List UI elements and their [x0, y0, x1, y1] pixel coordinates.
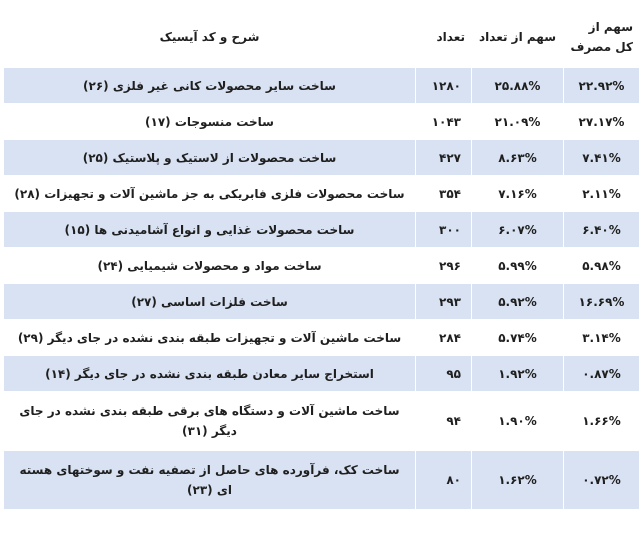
cell-share-count: ۵.۷۴% — [471, 319, 564, 356]
cell-description: ساخت محصولات غذایی و انواع آشامیدنی ها (… — [3, 211, 416, 248]
cell-count: ۴۲۷ — [415, 139, 472, 176]
table-row: ۱.۶۶% ۱.۹۰% ۹۴ ساخت ماشین آلات و دستگاه … — [3, 391, 640, 451]
cell-description: ساخت ماشین آلات و تجهیزات طبقه بندی نشده… — [3, 319, 416, 356]
cell-share-total: ۲.۱۱% — [563, 175, 640, 212]
cell-count: ۲۹۶ — [415, 247, 472, 284]
table-row: ۲۲.۹۲% ۲۵.۸۸% ۱۲۸۰ ساخت سایر محصولات کان… — [3, 67, 640, 104]
cell-description: ساخت فلزات اساسی (۲۷) — [3, 283, 416, 320]
table-row: ۰.۷۲% ۱.۶۲% ۸۰ ساخت کک، فرآورده های حاصل… — [3, 450, 640, 510]
cell-share-count: ۸.۶۳% — [471, 139, 564, 176]
table-row: ۶.۴۰% ۶.۰۷% ۳۰۰ ساخت محصولات غذایی و انو… — [3, 211, 640, 248]
cell-share-count: ۱.۶۲% — [471, 450, 564, 510]
header-share-total: سهم از کل مصرف — [563, 0, 640, 68]
cell-description: ساخت محصولات از لاستیک و پلاستیک (۲۵) — [3, 139, 416, 176]
cell-count: ۱۲۸۰ — [415, 67, 472, 104]
cell-share-total: ۲۲.۹۲% — [563, 67, 640, 104]
table-row: ۱۶.۶۹% ۵.۹۲% ۲۹۳ ساخت فلزات اساسی (۲۷) — [3, 283, 640, 320]
cell-share-count: ۱.۹۰% — [471, 391, 564, 451]
cell-count: ۸۰ — [415, 450, 472, 510]
table-row: ۷.۴۱% ۸.۶۳% ۴۲۷ ساخت محصولات از لاستیک و… — [3, 139, 640, 176]
cell-share-total: ۱.۶۶% — [563, 391, 640, 451]
cell-share-total: ۰.۷۲% — [563, 450, 640, 510]
cell-count: ۳۰۰ — [415, 211, 472, 248]
cell-share-total: ۵.۹۸% — [563, 247, 640, 284]
header-description: شرح و کد آیسیک — [3, 0, 416, 68]
cell-description: ساخت منسوجات (۱۷) — [3, 103, 416, 140]
cell-count: ۱۰۴۳ — [415, 103, 472, 140]
cell-share-count: ۵.۹۹% — [471, 247, 564, 284]
header-share-count: سهم از تعداد — [471, 0, 564, 68]
isic-table: سهم از کل مصرف سهم از تعداد تعداد شرح و … — [3, 0, 640, 510]
cell-count: ۹۵ — [415, 355, 472, 392]
cell-share-total: ۱۶.۶۹% — [563, 283, 640, 320]
cell-share-total: ۳.۱۴% — [563, 319, 640, 356]
cell-description: ساخت کک، فرآورده های حاصل از تصفیه نفت و… — [3, 450, 416, 510]
cell-share-count: ۲۱.۰۹% — [471, 103, 564, 140]
cell-count: ۲۸۴ — [415, 319, 472, 356]
cell-share-total: ۶.۴۰% — [563, 211, 640, 248]
header-count: تعداد — [415, 0, 472, 68]
cell-share-total: ۰.۸۷% — [563, 355, 640, 392]
cell-count: ۲۹۳ — [415, 283, 472, 320]
cell-share-total: ۲۷.۱۷% — [563, 103, 640, 140]
table-row: ۳.۱۴% ۵.۷۴% ۲۸۴ ساخت ماشین آلات و تجهیزا… — [3, 319, 640, 356]
table-row: ۲.۱۱% ۷.۱۶% ۳۵۴ ساخت محصولات فلزی فابریک… — [3, 175, 640, 212]
cell-description: ساخت سایر محصولات کانی غیر فلزی (۲۶) — [3, 67, 416, 104]
cell-description: ساخت محصولات فلزی فابریکی به جز ماشین آل… — [3, 175, 416, 212]
table-row: ۰.۸۷% ۱.۹۲% ۹۵ استخراج سایر معادن طبقه ب… — [3, 355, 640, 392]
cell-count: ۹۴ — [415, 391, 472, 451]
cell-description: ساخت ماشین آلات و دستگاه های برقی طبقه ب… — [3, 391, 416, 451]
cell-share-total: ۷.۴۱% — [563, 139, 640, 176]
cell-description: استخراج سایر معادن طبقه بندی نشده در جای… — [3, 355, 416, 392]
header-row: سهم از کل مصرف سهم از تعداد تعداد شرح و … — [3, 0, 640, 68]
table-row: ۲۷.۱۷% ۲۱.۰۹% ۱۰۴۳ ساخت منسوجات (۱۷) — [3, 103, 640, 140]
cell-count: ۳۵۴ — [415, 175, 472, 212]
cell-share-count: ۶.۰۷% — [471, 211, 564, 248]
cell-share-count: ۱.۹۲% — [471, 355, 564, 392]
cell-share-count: ۷.۱۶% — [471, 175, 564, 212]
cell-description: ساخت مواد و محصولات شیمیایی (۲۴) — [3, 247, 416, 284]
cell-share-count: ۵.۹۲% — [471, 283, 564, 320]
cell-share-count: ۲۵.۸۸% — [471, 67, 564, 104]
table-row: ۵.۹۸% ۵.۹۹% ۲۹۶ ساخت مواد و محصولات شیمی… — [3, 247, 640, 284]
